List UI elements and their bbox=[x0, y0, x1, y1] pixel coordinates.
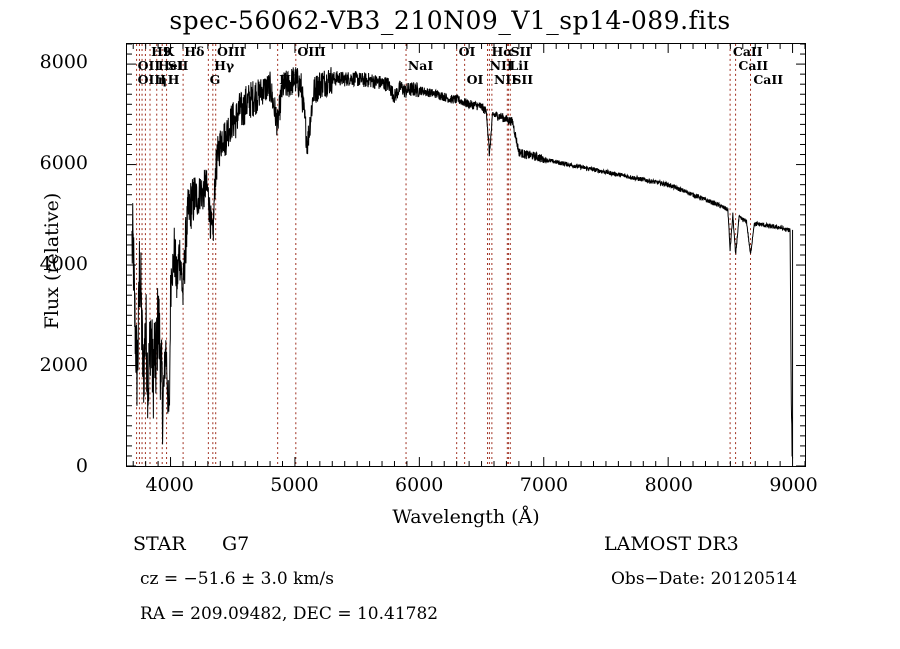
line-label-NII-18: NII bbox=[489, 58, 513, 73]
line-label-K-5: K bbox=[163, 44, 175, 59]
x-tick-label-6000: 6000 bbox=[395, 474, 444, 496]
line-label-LiI-21: LiI bbox=[509, 58, 529, 73]
line-label-HeI-3: HeI bbox=[157, 58, 184, 73]
y-tick-label-2000: 2000 bbox=[39, 354, 88, 377]
line-label-CaII-23: CaII bbox=[732, 44, 763, 59]
footer-object-type: STAR bbox=[133, 533, 186, 555]
line-label-CaII-25: CaII bbox=[753, 72, 784, 87]
y-tick-label-0: 0 bbox=[75, 455, 88, 477]
line-label-NII-19: NII bbox=[493, 72, 518, 87]
line-label-H9-2: H9 bbox=[151, 44, 172, 59]
line-label-H-12: Hβ bbox=[279, 72, 300, 87]
line-label-OI-15: OI bbox=[458, 44, 476, 59]
line-label-SII-20: SII bbox=[510, 44, 532, 59]
plot-frame: OII OIII H9 HeI η K SII H Hδ Hγ G OIII Hβ OIII NaI OI OI… bbox=[126, 43, 806, 467]
y-tick-label-4000: 4000 bbox=[39, 253, 88, 276]
x-tick-label-8000: 8000 bbox=[644, 474, 693, 496]
line-label-H-7: H bbox=[167, 72, 180, 87]
x-axis-label: Wavelength (Å) bbox=[392, 506, 540, 528]
line-label-H-9: Hγ bbox=[214, 58, 235, 73]
line-label-SII-6: SII bbox=[167, 58, 189, 73]
x-tick-label-4000: 4000 bbox=[145, 474, 194, 496]
line-label-OII-0: OII bbox=[137, 58, 161, 73]
line-label-CaII-24: CaII bbox=[738, 58, 769, 73]
line-label-OIII-11: OIII bbox=[216, 44, 246, 59]
line-label-NaI-14: NaI bbox=[407, 58, 434, 73]
y-axis-label-holder: Flux (relative) bbox=[14, 110, 63, 330]
footer-coords: RA = 209.09482, DEC = 10.41782 bbox=[140, 604, 439, 624]
x-tick-label-7000: 7000 bbox=[519, 474, 569, 496]
x-tick-label-5000: 5000 bbox=[270, 474, 319, 496]
footer-spectral-class: G7 bbox=[222, 533, 250, 555]
line-label-OI-16: OI bbox=[466, 72, 484, 87]
line-label-SII-22: SII bbox=[512, 72, 534, 87]
line-label-H-17: Hα bbox=[491, 44, 513, 59]
footer-survey: LAMOST DR3 bbox=[604, 533, 739, 555]
y-tick-label-8000: 8000 bbox=[39, 51, 88, 74]
line-label-OIII-13: OIII bbox=[297, 44, 326, 59]
line-label-G-10: G bbox=[209, 72, 221, 87]
y-tick-label-6000: 6000 bbox=[39, 152, 88, 175]
page-title: spec-56062-VB3_210N09_V1_sp14-089.fits bbox=[169, 6, 731, 35]
spectrum-canvas bbox=[127, 44, 805, 466]
footer-obsdate: Obs−Date: 20120514 bbox=[611, 569, 798, 589]
line-label--4: η bbox=[157, 72, 167, 87]
footer-cz: cz = −51.6 ± 3.0 km/s bbox=[140, 569, 334, 589]
x-tick-label-9000: 9000 bbox=[769, 474, 818, 496]
line-label-OIII-1: OIII bbox=[137, 72, 167, 87]
line-label-H-8: Hδ bbox=[184, 44, 205, 59]
